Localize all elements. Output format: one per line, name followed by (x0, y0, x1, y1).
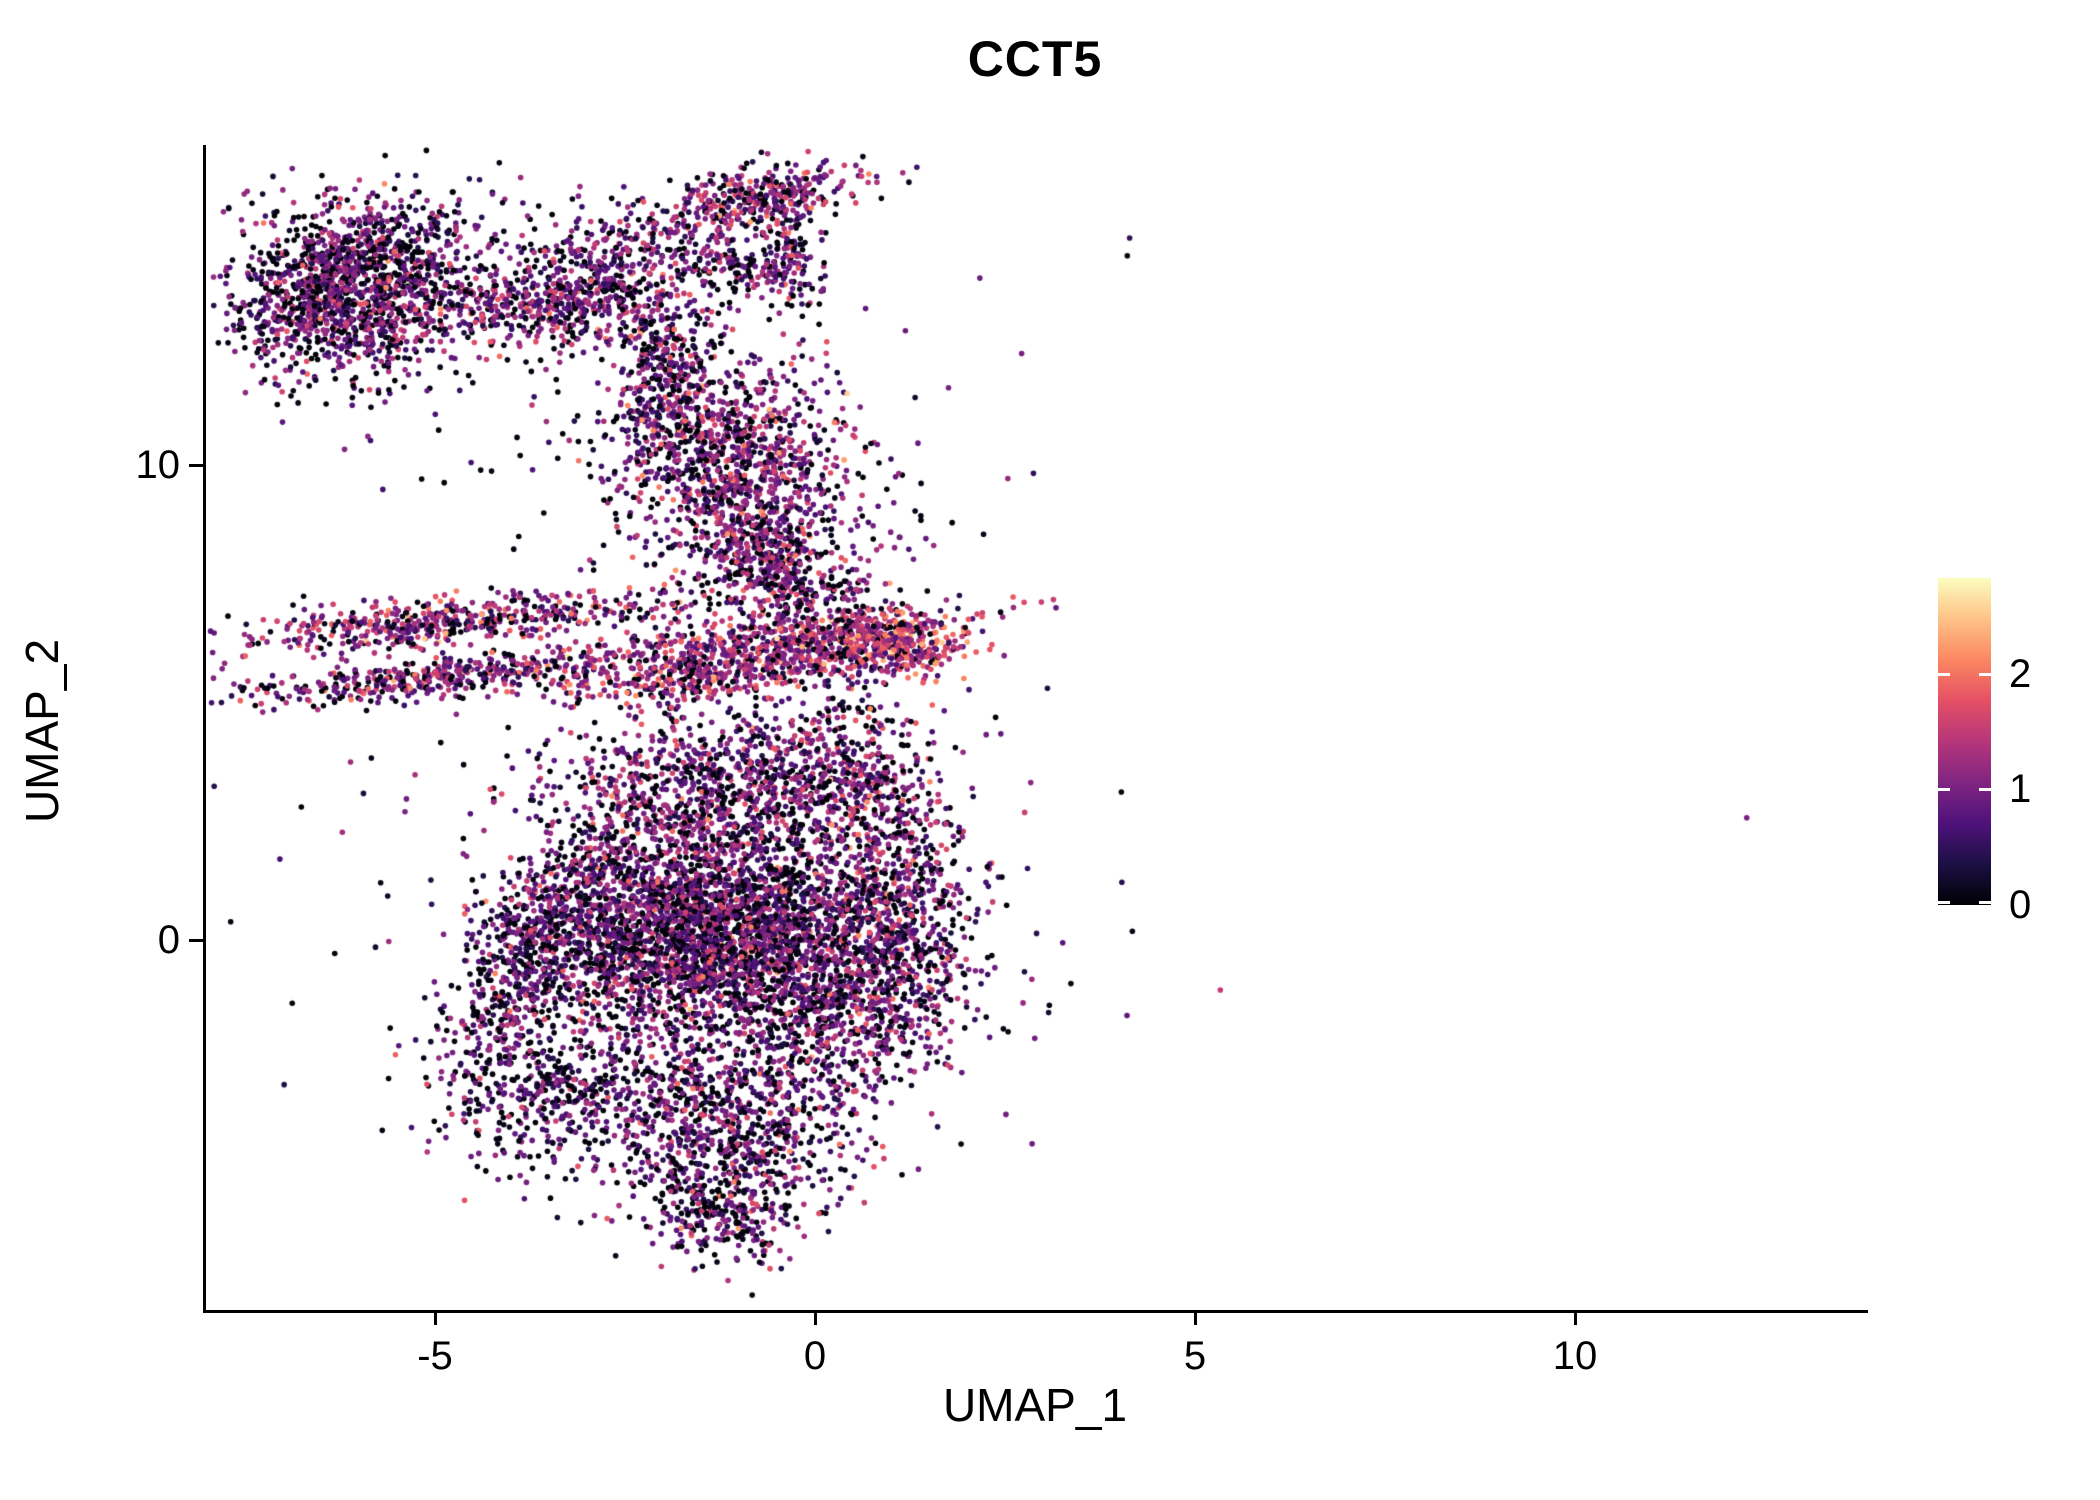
colorbar-tick-label: 2 (2009, 651, 2032, 696)
y-tick-label: 10 (135, 443, 181, 487)
y-tick-mark (189, 463, 203, 467)
colorbar-tick-mark (1938, 788, 1950, 792)
x-tick-label: -5 (417, 1334, 453, 1378)
y-tick-mark (189, 938, 203, 942)
colorbar-tick-mark (1979, 672, 1991, 676)
x-axis-label: UMAP_1 (942, 1379, 1128, 1431)
y-axis-label: UMAP_2 (16, 638, 68, 824)
colorbar-tick-label: 0 (2009, 883, 2032, 927)
x-tick-label: 5 (1183, 1334, 1207, 1378)
colorbar-tick-mark (1979, 788, 1991, 792)
x-axis-line (203, 1310, 1868, 1313)
x-tick-mark (1573, 1311, 1577, 1325)
y-axis-line (203, 145, 206, 1313)
x-tick-label: 0 (803, 1334, 827, 1378)
colorbar-tick-mark (1938, 672, 1950, 676)
x-tick-mark (433, 1311, 437, 1325)
colorbar-gradient (1938, 578, 1991, 905)
colorbar-tick-mark (1938, 901, 1950, 904)
colorbar-tick-label: 1 (2009, 767, 2032, 812)
x-tick-mark (1193, 1311, 1197, 1325)
y-tick-label: 0 (157, 918, 180, 962)
x-tick-mark (813, 1311, 817, 1325)
colorbar-tick-mark (1979, 901, 1991, 904)
x-tick-label: 10 (1552, 1334, 1598, 1378)
